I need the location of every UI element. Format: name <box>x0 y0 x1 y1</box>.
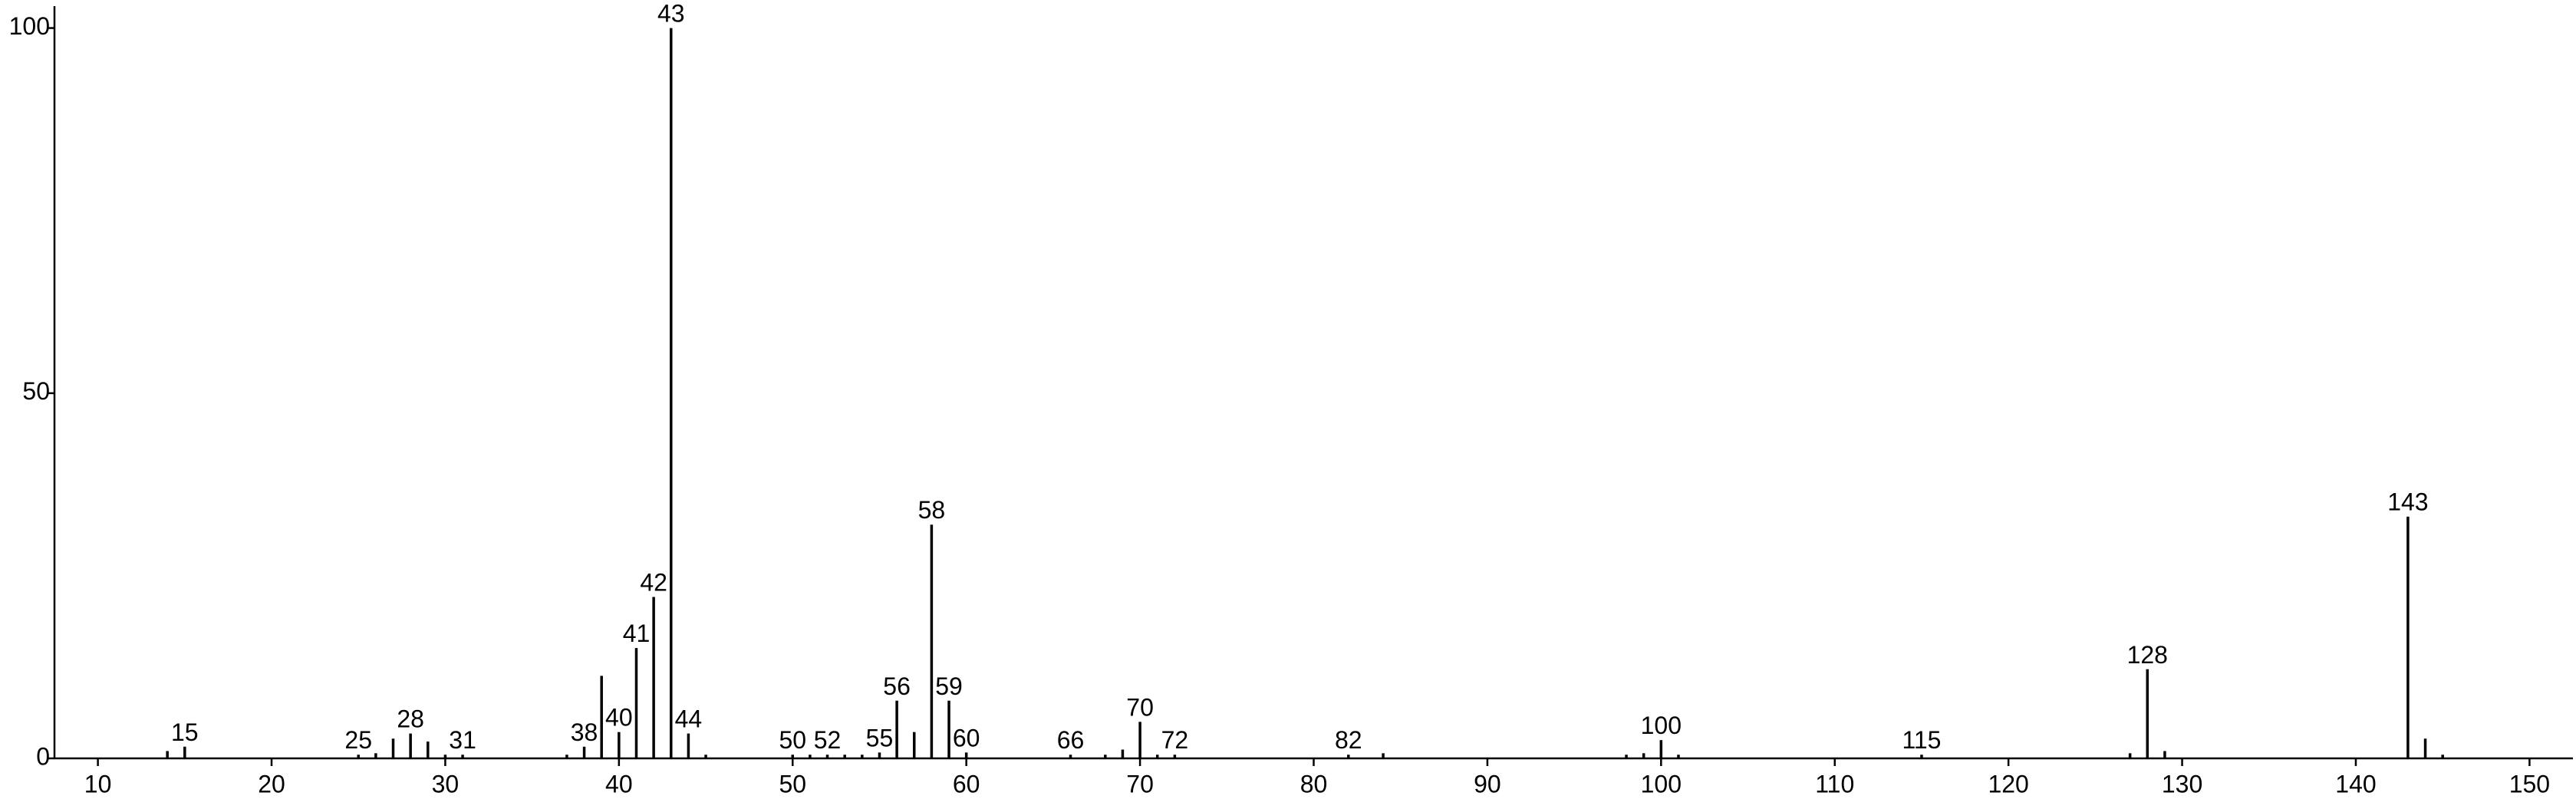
peak-label: 25 <box>344 726 372 754</box>
y-tick-label: 0 <box>36 742 50 770</box>
peak-label: 43 <box>657 0 685 28</box>
peak-label: 44 <box>675 705 703 733</box>
peak-label: 82 <box>1335 726 1362 754</box>
peak-label: 55 <box>866 724 894 751</box>
x-tick-label: 10 <box>84 770 112 797</box>
x-tick-label: 60 <box>953 770 980 797</box>
peak-label: 52 <box>814 726 842 754</box>
y-tick-label: 100 <box>9 12 50 40</box>
peak-label: 59 <box>935 672 963 700</box>
peak-label: 40 <box>605 704 633 732</box>
peak-label: 100 <box>1641 712 1682 739</box>
peak-label: 28 <box>397 705 424 733</box>
x-tick-label: 20 <box>258 770 285 797</box>
x-tick-label: 100 <box>1641 770 1682 797</box>
peak-label: 115 <box>1902 726 1941 754</box>
peak-label: 38 <box>571 718 598 746</box>
x-tick-label: 80 <box>1300 770 1328 797</box>
peak-label: 41 <box>623 620 651 647</box>
peak-label: 66 <box>1057 726 1085 754</box>
peak-label: 50 <box>779 726 806 754</box>
x-tick-label: 140 <box>2335 770 2376 797</box>
peak-label: 143 <box>2387 488 2428 516</box>
peak-label: 15 <box>171 718 199 746</box>
x-tick-label: 150 <box>2509 770 2550 797</box>
peak-label: 70 <box>1126 693 1154 721</box>
x-tick-label: 110 <box>1815 770 1854 797</box>
x-tick-label: 30 <box>432 770 460 797</box>
peak-label: 60 <box>953 724 980 751</box>
x-tick-label: 40 <box>605 770 633 797</box>
peak-label: 72 <box>1161 726 1189 754</box>
y-tick-label: 50 <box>22 377 50 405</box>
x-tick-label: 70 <box>1126 770 1154 797</box>
peak-label: 31 <box>449 726 476 754</box>
x-tick-label: 120 <box>1988 770 2028 797</box>
peak-label: 128 <box>2127 641 2168 669</box>
x-tick-label: 90 <box>1474 770 1501 797</box>
peak-label: 58 <box>918 496 946 524</box>
x-tick-label: 130 <box>2162 770 2202 797</box>
peak-label: 56 <box>883 672 911 700</box>
peak-label: 42 <box>640 569 667 597</box>
x-tick-label: 50 <box>779 770 806 797</box>
